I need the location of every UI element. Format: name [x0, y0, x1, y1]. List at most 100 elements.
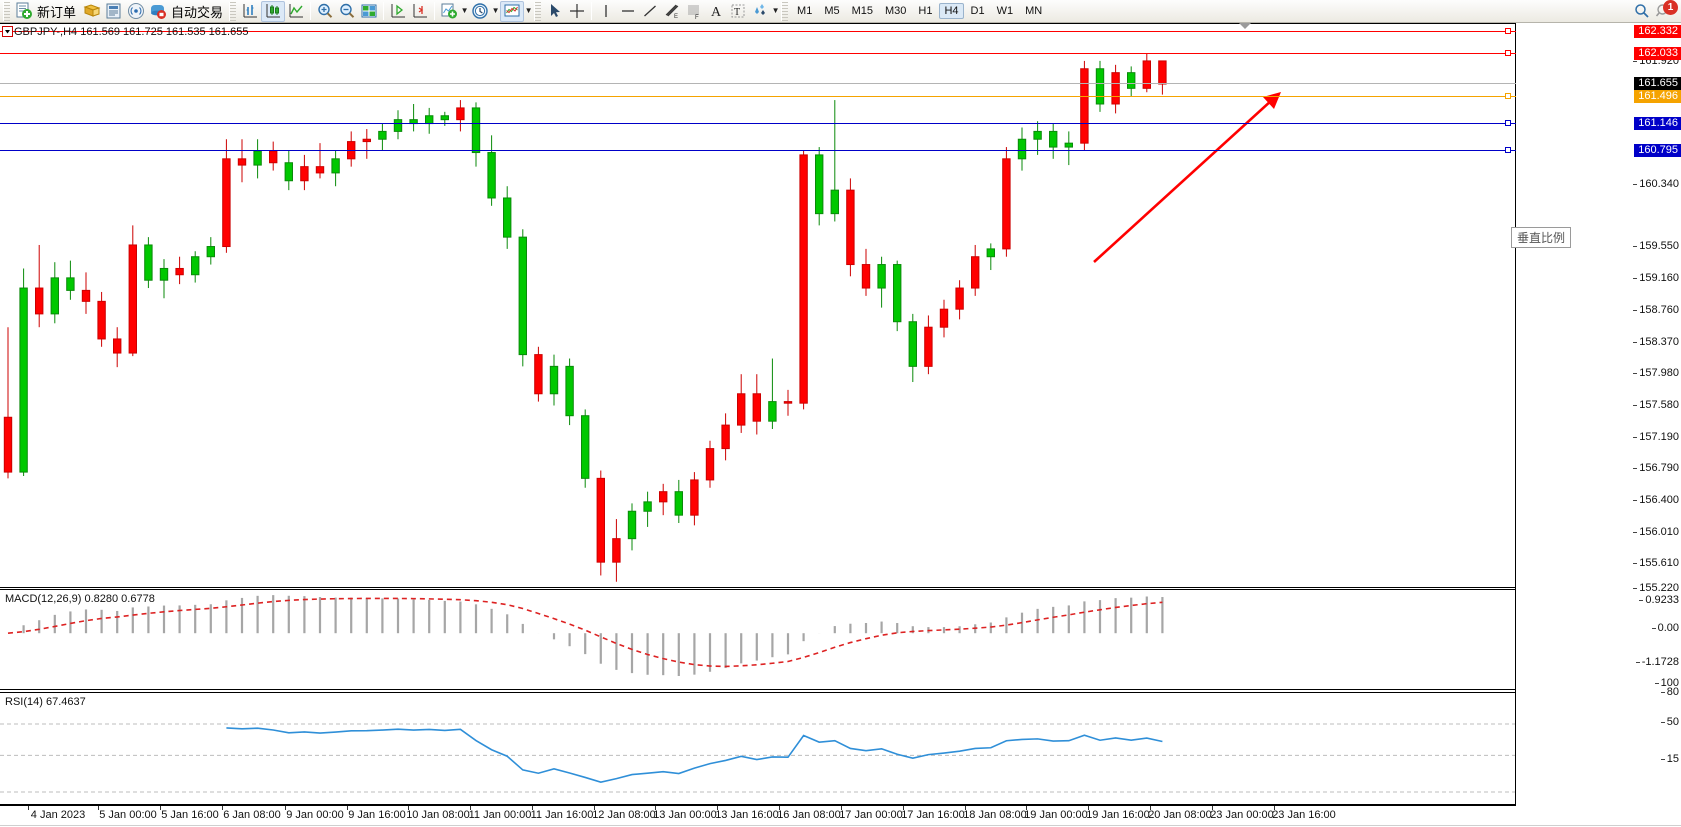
periods-icon[interactable] — [469, 1, 491, 22]
candle-body-12[interactable] — [191, 256, 200, 276]
new-order-label[interactable]: 新订单 — [37, 4, 77, 20]
candle-body-40[interactable] — [627, 510, 637, 540]
signal-icon[interactable] — [125, 1, 147, 22]
candle-body-49[interactable] — [768, 401, 777, 422]
candle-body-33[interactable] — [518, 236, 527, 356]
folder-icon[interactable] — [81, 1, 103, 22]
news-icon[interactable] — [103, 1, 125, 22]
candle-body-1[interactable] — [19, 287, 28, 473]
zoom-in-icon[interactable] — [314, 1, 336, 22]
candle-body-69[interactable] — [1080, 68, 1089, 144]
candle-body-65[interactable] — [1017, 138, 1027, 160]
candle-body-31[interactable] — [487, 152, 496, 199]
candlestick-chart-icon[interactable] — [261, 0, 286, 22]
auto-trading-icon[interactable] — [147, 1, 169, 22]
line-chart-icon[interactable] — [285, 1, 307, 22]
candle-body-20[interactable] — [315, 166, 325, 174]
candle-body-30[interactable] — [471, 107, 481, 154]
candle-body-7[interactable] — [113, 338, 122, 354]
timeframe-d1[interactable]: D1 — [970, 5, 985, 17]
candle-body-27[interactable] — [425, 115, 434, 125]
candle-body-61[interactable] — [955, 287, 964, 310]
scroll-position-marker[interactable] — [1239, 23, 1251, 29]
candle-body-3[interactable] — [50, 277, 59, 315]
uptrend-arrow[interactable] — [1093, 92, 1281, 263]
candle-body-62[interactable] — [971, 256, 980, 289]
candle-body-57[interactable] — [893, 264, 902, 323]
candle-body-66[interactable] — [1033, 130, 1042, 140]
candle-body-21[interactable] — [331, 158, 340, 174]
crosshair-icon[interactable] — [566, 1, 588, 22]
trendline-icon[interactable] — [639, 1, 661, 22]
toolbar-grip-3[interactable] — [534, 1, 542, 21]
shapes-icon[interactable] — [749, 1, 771, 22]
candle-body-29[interactable] — [456, 107, 465, 121]
candle-body-67[interactable] — [1049, 130, 1058, 148]
toolbar-grip-4[interactable] — [781, 1, 789, 21]
notification-icon[interactable]: 1 — [1653, 0, 1678, 22]
candle-body-64[interactable] — [1002, 158, 1011, 250]
candle-body-47[interactable] — [737, 393, 746, 426]
time-axis[interactable]: 4 Jan 2023 5 Jan 00:00 5 Jan 16:00 6 Jan 08… — [0, 805, 1516, 825]
fibonacci-icon[interactable]: F — [683, 1, 705, 22]
price-pane[interactable] — [0, 23, 1516, 588]
candle-body-34[interactable] — [534, 354, 543, 395]
timeframe-m1[interactable]: M1 — [797, 5, 813, 17]
candle-body-13[interactable] — [206, 246, 216, 258]
candle-body-50[interactable] — [783, 401, 793, 404]
candle-body-42[interactable] — [659, 491, 668, 503]
candle-body-68[interactable] — [1064, 142, 1073, 148]
zoom-out-icon[interactable] — [336, 1, 358, 22]
candle-body-41[interactable] — [643, 501, 652, 512]
text-label-icon[interactable]: T — [727, 1, 749, 22]
candle-body-28[interactable] — [440, 115, 450, 121]
candle-body-22[interactable] — [347, 141, 356, 160]
candle-body-43[interactable] — [674, 491, 683, 516]
candle-body-54[interactable] — [846, 189, 855, 266]
text-icon[interactable]: A — [705, 1, 727, 22]
candle-body-48[interactable] — [752, 393, 761, 422]
candle-body-74[interactable] — [1158, 60, 1167, 85]
shapes-dropdown-caret[interactable]: ▼ — [771, 6, 780, 15]
candle-body-14[interactable] — [222, 158, 231, 248]
candle-body-26[interactable] — [409, 119, 418, 125]
candle-body-25[interactable] — [393, 119, 403, 132]
candle-body-46[interactable] — [721, 424, 730, 450]
candle-body-19[interactable] — [300, 166, 309, 182]
candle-body-51[interactable] — [799, 154, 808, 404]
candle-body-71[interactable] — [1111, 72, 1120, 105]
candle-body-8[interactable] — [128, 244, 138, 354]
toolbar-grip-2[interactable] — [229, 1, 237, 21]
horizontal-line-icon[interactable] — [617, 1, 639, 22]
candle-body-44[interactable] — [690, 479, 699, 516]
tile-windows-icon[interactable] — [358, 1, 380, 22]
timeframe-m15[interactable]: M15 — [851, 5, 873, 17]
candle-body-58[interactable] — [908, 321, 917, 367]
timeframe-h4[interactable]: H4 — [939, 3, 964, 19]
candle-body-9[interactable] — [144, 244, 153, 281]
candle-body-52[interactable] — [815, 154, 824, 215]
candle-body-60[interactable] — [939, 308, 949, 328]
candle-body-4[interactable] — [66, 277, 75, 291]
candle-body-59[interactable] — [924, 326, 933, 367]
candle-body-2[interactable] — [35, 287, 44, 315]
chart-shift-icon[interactable] — [409, 1, 431, 22]
candle-body-37[interactable] — [581, 415, 590, 479]
timeframe-h1[interactable]: H1 — [918, 5, 933, 17]
timeframe-m30[interactable]: M30 — [885, 5, 907, 17]
rsi-pane[interactable] — [0, 692, 1516, 805]
indicators-dropdown-caret[interactable]: ▼ — [460, 6, 469, 15]
candle-body-55[interactable] — [861, 264, 871, 289]
candle-body-63[interactable] — [986, 248, 995, 258]
candle-body-70[interactable] — [1095, 68, 1105, 105]
candle-body-73[interactable] — [1142, 60, 1151, 89]
candle-body-35[interactable] — [549, 365, 559, 395]
candle-body-45[interactable] — [705, 448, 715, 481]
candle-body-17[interactable] — [269, 150, 278, 164]
chart-menu-icon[interactable] — [2, 26, 13, 37]
candle-body-72[interactable] — [1127, 72, 1136, 89]
candle-body-11[interactable] — [175, 267, 184, 276]
candle-body-23[interactable] — [362, 138, 372, 143]
candle-body-24[interactable] — [378, 130, 387, 140]
candle-body-38[interactable] — [596, 477, 605, 563]
